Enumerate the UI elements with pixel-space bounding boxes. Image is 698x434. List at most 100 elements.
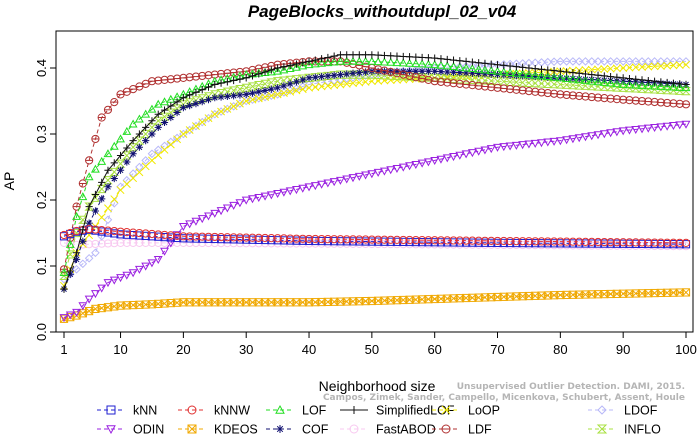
- data-point: [563, 74, 571, 82]
- data-point: [223, 92, 231, 100]
- data-point: [437, 55, 445, 63]
- data-point: [229, 233, 238, 242]
- y-tick-label: 0.2: [34, 191, 49, 209]
- data-point: [606, 129, 616, 138]
- data-point: [66, 267, 74, 275]
- data-point: [656, 85, 666, 94]
- data-point: [241, 196, 251, 205]
- data-point: [304, 183, 314, 192]
- data-point: [544, 73, 552, 81]
- data-point: [525, 72, 533, 80]
- data-point: [669, 79, 678, 87]
- legend: kNN kNNW LOF SimplifiedLOF LoOP LDOF ODIN KDEOS…: [97, 404, 661, 434]
- data-point: [159, 112, 170, 121]
- data-point: [210, 110, 219, 119]
- data-point: [78, 179, 87, 188]
- data-point: [166, 108, 176, 117]
- data-point: [574, 81, 584, 90]
- legend-label: kNN: [133, 404, 157, 418]
- data-point: [392, 164, 402, 173]
- data-point: [618, 79, 628, 88]
- legend-item-INFLO: INFLO: [588, 423, 661, 434]
- data-point: [286, 87, 295, 96]
- data-point: [103, 149, 113, 158]
- series-KDEOS: [59, 288, 691, 323]
- data-point: [129, 174, 138, 183]
- data-point: [379, 167, 389, 176]
- data-point: [248, 233, 257, 242]
- data-point: [405, 71, 414, 81]
- data-point: [662, 82, 672, 91]
- data-point: [681, 87, 691, 96]
- data-point: [506, 62, 514, 70]
- data-point: [286, 61, 294, 69]
- data-point: [65, 250, 76, 259]
- data-point: [96, 184, 107, 194]
- data-point: [593, 237, 603, 247]
- data-point: [568, 237, 578, 246]
- data-point: [468, 61, 477, 71]
- data-point: [487, 70, 495, 78]
- data-point: [216, 107, 226, 116]
- data-point: [148, 130, 156, 138]
- data-point: [599, 130, 609, 139]
- x-tick-label: 10: [113, 342, 127, 357]
- data-point: [298, 85, 307, 94]
- data-point: [197, 117, 207, 127]
- data-point: [612, 79, 622, 88]
- data-point: [593, 131, 603, 140]
- x-tick-label: 80: [553, 342, 567, 357]
- data-point: [116, 238, 125, 247]
- data-point: [110, 174, 118, 183]
- data-point: [442, 154, 452, 163]
- data-point: [386, 235, 395, 244]
- data-point: [216, 232, 226, 242]
- legend-label: LDOF: [624, 404, 658, 418]
- data-point: [355, 51, 363, 59]
- data-point: [399, 70, 408, 79]
- data-point: [273, 66, 283, 75]
- data-point: [166, 140, 175, 149]
- data-point: [172, 133, 182, 143]
- data-point: [580, 81, 591, 90]
- data-point: [594, 65, 602, 74]
- data-point: [342, 56, 352, 65]
- legend-item-FastABOD: FastABOD: [340, 423, 436, 434]
- data-point: [512, 71, 520, 80]
- data-point: [575, 69, 583, 77]
- data-point: [418, 53, 426, 62]
- legend-label: LOF: [302, 404, 327, 418]
- data-point: [587, 65, 596, 74]
- series-line: [63, 60, 687, 273]
- data-point: [669, 238, 678, 247]
- data-point: [593, 82, 603, 91]
- data-point: [480, 61, 490, 70]
- legend-label: FastABOD: [376, 423, 436, 434]
- data-point: [511, 78, 522, 87]
- data-point: [198, 98, 206, 106]
- data-point: [593, 57, 603, 66]
- data-point: [467, 64, 477, 73]
- data-point: [172, 104, 182, 113]
- data-point: [569, 69, 577, 77]
- legend-item-ODIN: ODIN: [97, 423, 164, 434]
- data-point: [676, 80, 684, 88]
- series-layer: [59, 51, 691, 323]
- data-point: [324, 72, 332, 80]
- data-point: [335, 56, 345, 65]
- data-point: [160, 118, 169, 127]
- legend-label: LoOP: [468, 404, 500, 418]
- x-axis-label: Neighborhood size: [319, 378, 436, 394]
- data-point: [386, 67, 395, 77]
- data-point: [423, 158, 433, 167]
- data-point: [323, 179, 333, 188]
- data-point: [110, 239, 119, 248]
- data-point: [260, 192, 270, 201]
- data-point: [128, 143, 138, 152]
- data-point: [392, 69, 402, 78]
- data-point: [261, 93, 270, 101]
- data-point: [399, 52, 407, 61]
- data-point: [304, 234, 314, 244]
- series-line: [63, 74, 687, 277]
- data-point: [210, 109, 220, 119]
